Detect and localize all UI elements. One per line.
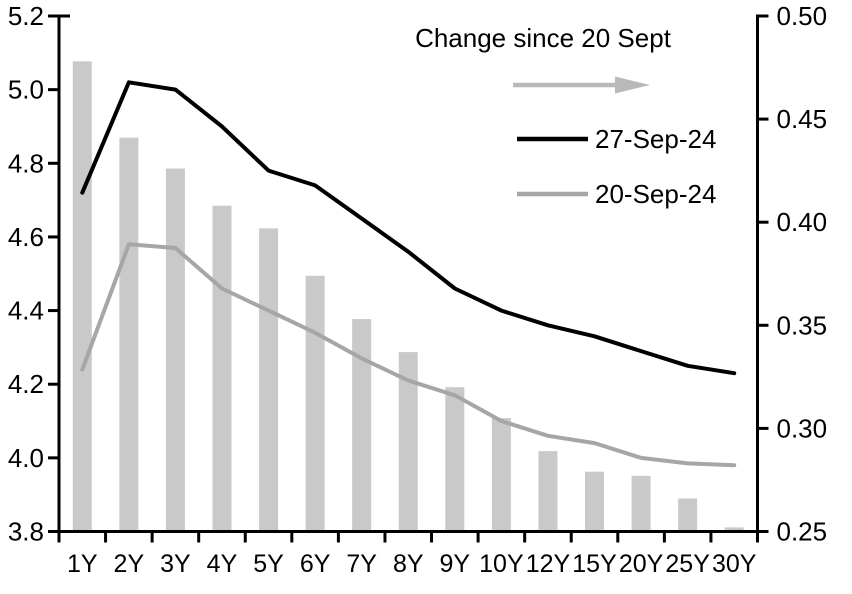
right-arrow-icon: [615, 76, 650, 94]
left-axis-tick-label: 4.8: [8, 148, 44, 178]
bar-10y: [491, 418, 511, 532]
x-axis-label: 5Y: [253, 550, 284, 578]
legend-label: 27-Sep-24: [595, 124, 716, 154]
left-axis-tick-label: 3.8: [8, 517, 44, 547]
right-axis-tick-label: 0.30: [777, 413, 828, 443]
right-axis-tick-label: 0.45: [777, 104, 828, 134]
right-axis-tick-label: 0.50: [777, 1, 828, 31]
bar-3y: [165, 168, 185, 532]
x-axis-label: 1Y: [67, 550, 98, 578]
left-axis-tick-label: 4.2: [8, 369, 44, 399]
bar-30y: [724, 527, 744, 532]
bar-4y: [212, 205, 232, 532]
bar-12y: [538, 451, 558, 532]
x-axis-label: 3Y: [160, 550, 191, 578]
x-axis-label: 4Y: [207, 550, 238, 578]
bar-15y: [585, 471, 605, 532]
bar-7y: [352, 319, 372, 532]
x-axis-label: 25Y: [665, 550, 710, 578]
bar-5y: [259, 228, 279, 532]
x-axis-label: 8Y: [393, 550, 424, 578]
x-axis-label: 30Y: [712, 550, 757, 578]
series-line-20-sep-24: [80, 242, 737, 468]
bar-25y: [678, 498, 698, 532]
legend-label: 20-Sep-24: [595, 179, 716, 209]
left-axis-tick-label: 4.0: [8, 443, 44, 473]
bar-2y: [119, 137, 139, 532]
bar-9y: [445, 387, 465, 532]
right-axis-tick-label: 0.35: [777, 310, 828, 340]
bar-1y: [72, 61, 92, 532]
x-axis-label: 15Y: [572, 550, 617, 578]
left-axis-tick-label: 5.2: [8, 1, 44, 31]
right-axis-tick-label: 0.25: [777, 517, 828, 547]
left-axis-tick-label: 4.4: [8, 296, 44, 326]
x-axis-label: 9Y: [440, 550, 471, 578]
left-axis-tick-label: 5.0: [8, 75, 44, 105]
bar-20y: [631, 475, 651, 532]
bar-8y: [398, 352, 418, 532]
right-axis-tick-label: 0.40: [777, 207, 828, 237]
x-axis-label: 10Y: [479, 550, 524, 578]
x-axis-label: 6Y: [300, 550, 331, 578]
series-line-27-sep-24: [80, 80, 737, 376]
x-axis-label: 2Y: [114, 550, 145, 578]
x-axis-label: 12Y: [526, 550, 571, 578]
x-axis-label: 7Y: [346, 550, 377, 578]
legend-title: Change since 20 Sept: [415, 23, 672, 53]
left-axis-tick-label: 4.6: [8, 222, 44, 252]
bar-6y: [305, 275, 325, 532]
x-axis-label: 20Y: [619, 550, 664, 578]
